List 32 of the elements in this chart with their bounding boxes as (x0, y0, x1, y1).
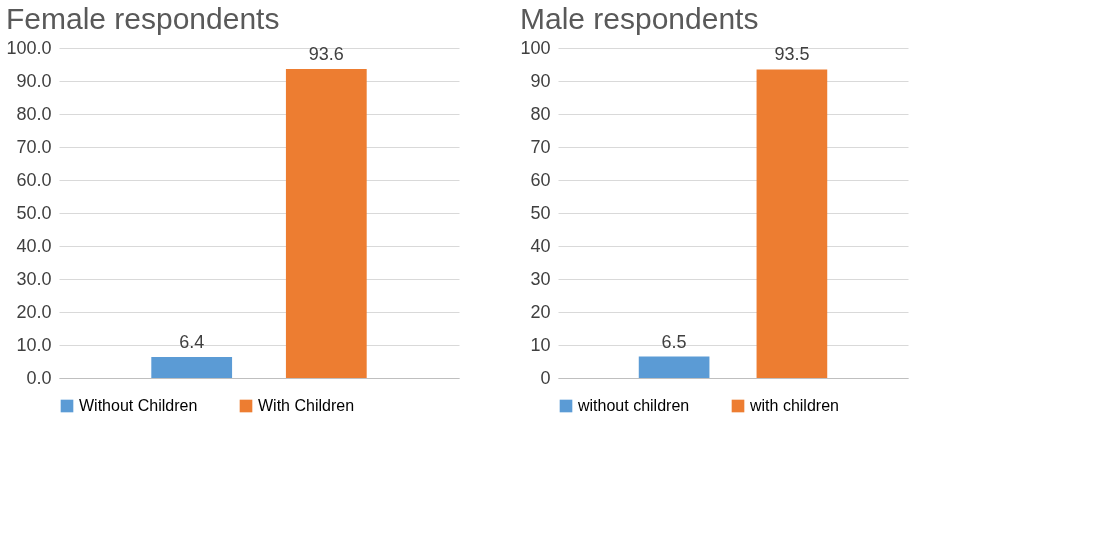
y-tick-label: 0.0 (26, 367, 52, 388)
y-tick-label: 30 (530, 268, 551, 289)
y-tick-label: 80 (530, 103, 551, 124)
data-label: 6.5 (661, 331, 687, 352)
chart-title: Female respondents (5, 2, 280, 35)
y-tick-label: 80.0 (16, 103, 52, 124)
y-tick-label: 0 (540, 367, 551, 388)
chart-title: Male respondents (519, 2, 759, 35)
y-tick-label: 70 (530, 136, 551, 157)
y-tick-label: 50.0 (16, 202, 52, 223)
y-tick-label: 20.0 (16, 301, 52, 322)
y-tick-label: 100 (520, 37, 551, 58)
y-tick-label: 10.0 (16, 334, 52, 355)
y-tick-label: 20 (530, 301, 551, 322)
y-tick-label: 40 (530, 235, 551, 256)
legend-label: with children (749, 397, 839, 414)
y-tick-label: 90 (530, 70, 551, 91)
y-tick-label: 100.0 (6, 37, 52, 58)
y-tick-label: 70.0 (16, 136, 52, 157)
y-tick-label: 60.0 (16, 169, 52, 190)
y-tick-label: 30.0 (16, 268, 52, 289)
legend-label: without children (577, 397, 690, 414)
data-label: 93.6 (308, 44, 344, 65)
data-label: 93.5 (774, 44, 810, 65)
y-tick-label: 60 (530, 169, 551, 190)
legend-label: With Children (258, 397, 355, 414)
y-tick-label: 90.0 (16, 70, 52, 91)
legend-label: Without Children (79, 397, 198, 414)
y-tick-label: 40.0 (16, 235, 52, 256)
data-label: 6.4 (179, 331, 205, 352)
y-tick-label: 10 (530, 334, 551, 355)
y-tick-label: 50 (530, 202, 551, 223)
